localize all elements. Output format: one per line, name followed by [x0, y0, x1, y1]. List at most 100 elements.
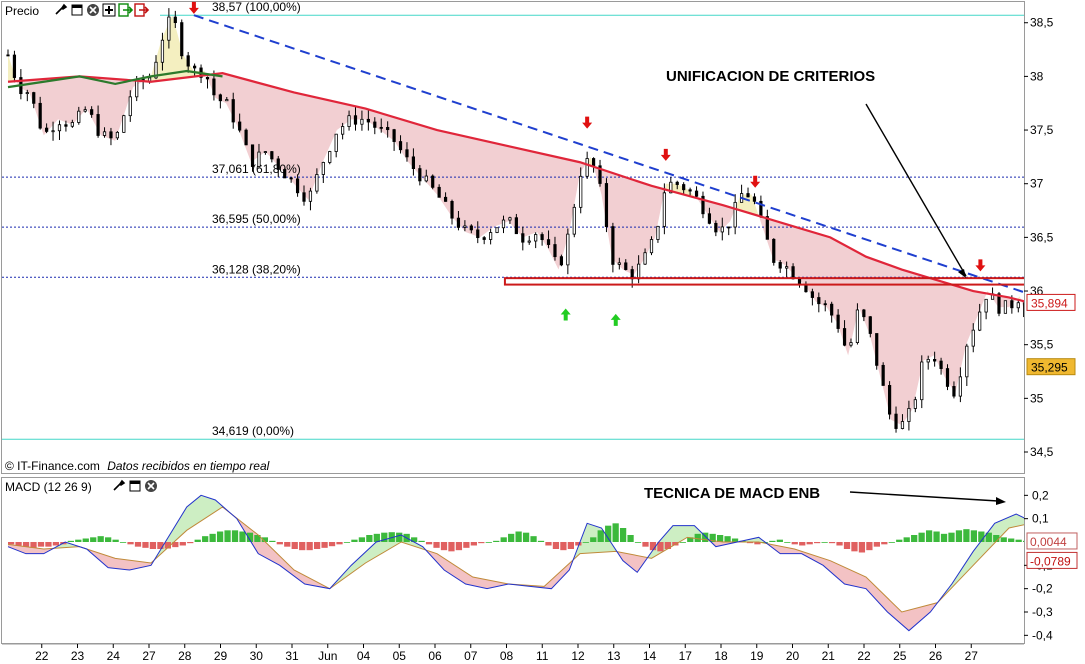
histogram-bar — [336, 542, 343, 545]
candle — [778, 259, 782, 273]
down-arrow-icon — [660, 148, 671, 161]
candle — [315, 168, 319, 194]
macd-panel-title: MACD (12 26 9) — [5, 480, 92, 494]
candle — [830, 301, 834, 323]
histogram-bar — [582, 542, 589, 543]
histogram-bar — [552, 542, 560, 549]
x-tick-label: 23 — [71, 649, 85, 663]
candle — [276, 156, 280, 178]
fib-label: 36,595 (50,00%) — [212, 212, 301, 226]
annotation-criterios: UNIFICACION DE CRITERIOS — [666, 68, 875, 85]
histogram-bar — [202, 536, 209, 542]
histogram-bar — [388, 532, 395, 542]
histogram-bar — [858, 542, 866, 553]
candle — [855, 303, 860, 345]
plus-icon[interactable] — [102, 3, 116, 17]
macd-tick-label: 0,1 — [1032, 512, 1049, 526]
histogram-bar — [851, 542, 858, 552]
signal-value-badge: -0,0789 — [1026, 551, 1078, 569]
candle — [379, 118, 383, 133]
x-axis: 22 23 24 27 28 29 30 31 Jun 04 05 06 07 08 11 12 13 14 17 1… — [2, 643, 1024, 663]
histogram-bar — [731, 538, 739, 542]
candle — [514, 213, 518, 235]
histogram-bar — [605, 525, 612, 542]
candle — [527, 235, 531, 245]
candle — [57, 120, 62, 140]
histogram-bar — [881, 542, 888, 545]
macd-tick-label: -0,3 — [1032, 605, 1053, 619]
export-alt-icon[interactable] — [134, 3, 150, 17]
candle — [70, 119, 74, 128]
histogram-bar — [425, 542, 433, 545]
histogram-bar — [321, 542, 328, 548]
histogram-bar — [30, 542, 37, 548]
candle — [489, 228, 493, 245]
histogram-bar — [463, 542, 470, 548]
wrench-icon[interactable] — [113, 479, 126, 491]
histogram-bar — [366, 535, 373, 542]
trendline — [193, 14, 1024, 294]
histogram-bar — [911, 535, 918, 542]
macd-panel-header: MACD (12 26 9) — [2, 478, 162, 494]
export-icon[interactable] — [118, 3, 134, 17]
histogram-bar — [411, 537, 418, 542]
y-tick-label: 38,5 — [1030, 16, 1054, 30]
x-tick-label: Jun — [318, 649, 337, 663]
x-tick-label: 12 — [571, 649, 585, 663]
histogram-bar — [537, 540, 545, 542]
histogram-bar — [119, 542, 127, 543]
close-icon[interactable] — [145, 480, 157, 492]
candle — [958, 367, 962, 403]
x-tick-label: 26 — [929, 649, 943, 663]
candle — [682, 182, 686, 195]
x-tick-label: 21 — [822, 649, 836, 663]
histogram-bar — [560, 542, 567, 551]
down-arrow-icon — [188, 1, 199, 14]
histogram-bar — [985, 532, 992, 542]
x-tick-label: 30 — [250, 649, 264, 663]
x-tick-label: 25 — [893, 649, 907, 663]
histogram-bar — [940, 533, 948, 542]
candle — [727, 226, 731, 236]
candle — [12, 50, 17, 83]
candle — [77, 106, 81, 125]
candle — [875, 333, 879, 370]
annotation-macd: TECNICA DE MACD ENB — [644, 485, 820, 502]
moving-average-line — [7, 72, 1024, 303]
histogram-bar — [821, 542, 828, 543]
price-overlay — [7, 14, 1024, 303]
histogram-bar — [597, 530, 604, 542]
candle — [495, 227, 499, 234]
histogram-bar — [1022, 540, 1024, 542]
candle — [521, 226, 525, 251]
histogram-bar — [918, 532, 925, 542]
feed-note: Datos recibidos en tiempo real — [107, 459, 269, 473]
candle — [173, 10, 177, 28]
candle — [328, 150, 332, 165]
close-icon[interactable] — [87, 4, 99, 16]
candle — [186, 51, 190, 73]
candle — [102, 127, 107, 138]
candle — [534, 232, 538, 249]
window-icon[interactable] — [129, 480, 141, 492]
candle — [611, 222, 615, 273]
fib-label: 36,128 (38,20%) — [212, 262, 301, 276]
last-price-badge: 35,894 — [1026, 293, 1076, 311]
histogram-bar — [284, 542, 291, 547]
candle — [25, 89, 29, 102]
wrench-icon[interactable] — [55, 3, 68, 15]
window-icon[interactable] — [71, 4, 83, 16]
candle — [714, 220, 718, 237]
histogram-bar — [694, 533, 701, 542]
candle — [939, 357, 943, 375]
candle — [701, 191, 705, 219]
candle — [662, 183, 666, 235]
histogram-bar — [970, 530, 978, 542]
candle — [353, 107, 358, 131]
up-arrow-icon — [560, 308, 571, 321]
candle — [160, 32, 165, 71]
macd-arrowhead-icon — [996, 497, 1006, 505]
candle — [617, 257, 621, 270]
x-tick-label: 29 — [214, 649, 228, 663]
